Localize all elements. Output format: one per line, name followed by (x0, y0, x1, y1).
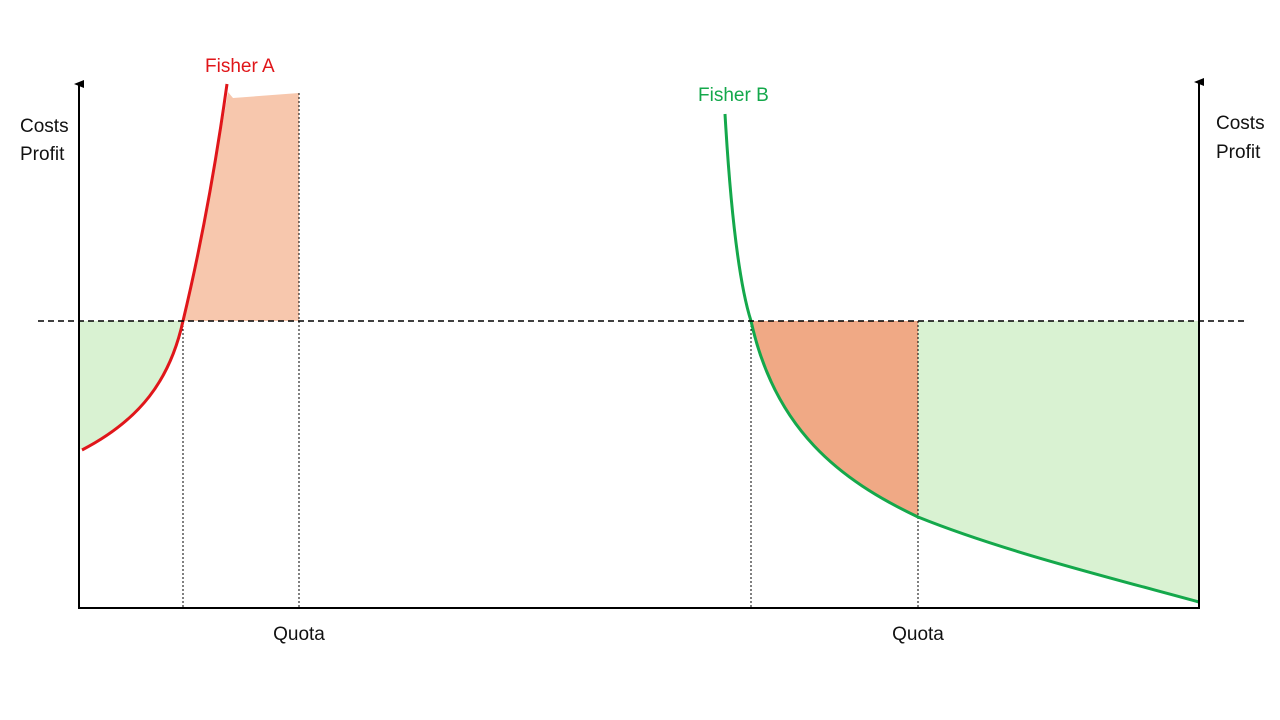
fisher-b-loss-area (751, 321, 918, 517)
fisher-b-quota-label: Quota (892, 624, 944, 645)
fisher-a-name: Fisher A (205, 56, 275, 77)
fisher-b-y-label-profit: Profit (1216, 142, 1261, 163)
fisher-a-quota-label: Quota (273, 624, 325, 645)
fisher-a-profit-area (79, 321, 183, 450)
fisher-a-panel: Fisher A Costs Profit Quota (20, 56, 560, 645)
fisher-a-y-label-profit: Profit (20, 144, 65, 165)
fisher-b-profit-area (918, 321, 1199, 602)
fisher-b-panel: Fisher B Costs Profit Quota (560, 78, 1265, 645)
fisher-b-name: Fisher B (698, 85, 769, 106)
fisher-b-curve (723, 113, 1200, 604)
fisher-b-y-label-costs: Costs (1216, 113, 1265, 134)
fisher-a-cost-area (183, 92, 299, 321)
fisher-a-y-label-costs: Costs (20, 116, 69, 137)
